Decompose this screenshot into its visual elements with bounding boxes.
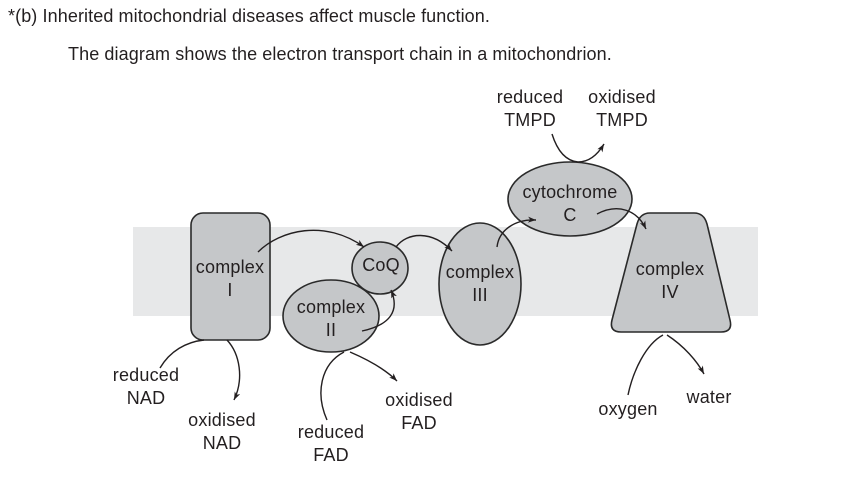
oxidised-fad-label: oxidised FAD	[385, 390, 453, 433]
oxidised-nad-label: oxidised NAD	[188, 410, 256, 453]
cytochrome-c-shape	[507, 161, 633, 237]
arrow-coq-to-complex3	[395, 234, 453, 252]
arrow-complex1-to-coq	[257, 229, 365, 253]
complex-iii-label: complex III	[445, 262, 515, 305]
arrow-reduced-tmpd-to-oxidised-tmpd	[551, 133, 605, 163]
complex-iv-shape	[610, 212, 732, 333]
coq-shape	[351, 241, 409, 295]
complex-iii-shape	[438, 222, 522, 346]
oxygen-label: oxygen	[598, 399, 658, 419]
question-text-line2: The diagram shows the electron transport…	[68, 44, 612, 64]
cytochrome-c-label: cytochrome C	[522, 182, 618, 225]
arrow-reduced-fad-to-complex2	[320, 351, 345, 421]
coq-label: CoQ	[362, 255, 400, 275]
complex-ii-label: complex II	[296, 297, 366, 340]
complex-iv-label: complex IV	[635, 259, 705, 302]
arrow-complex4-to-water	[666, 334, 705, 375]
complex-i-shape	[190, 212, 271, 341]
reduced-fad-label: reduced FAD	[297, 422, 365, 465]
arrow-complex1-to-oxidised-nad	[226, 339, 241, 401]
arrow-reduced-nad-to-complex1	[159, 339, 205, 369]
complex-ii-shape	[282, 279, 380, 353]
reduced-nad-label: reduced NAD	[112, 365, 180, 408]
arrow-complex2-to-oxidised-fad	[349, 351, 398, 382]
arrow-complex3-to-cytochromec	[496, 216, 537, 248]
complex-i-label: complex I	[195, 257, 265, 300]
reduced-tmpd-label: reduced TMPD	[496, 87, 564, 130]
arrow-oxygen-to-complex4	[627, 334, 664, 396]
arrow-complex2-to-coq	[361, 289, 397, 332]
question-text-line1: *(b) Inherited mitochondrial diseases af…	[8, 6, 491, 26]
water-label: water	[686, 387, 732, 407]
arrow-cytochromec-to-complex4	[596, 208, 647, 230]
oxidised-tmpd-label: oxidised TMPD	[588, 87, 656, 130]
